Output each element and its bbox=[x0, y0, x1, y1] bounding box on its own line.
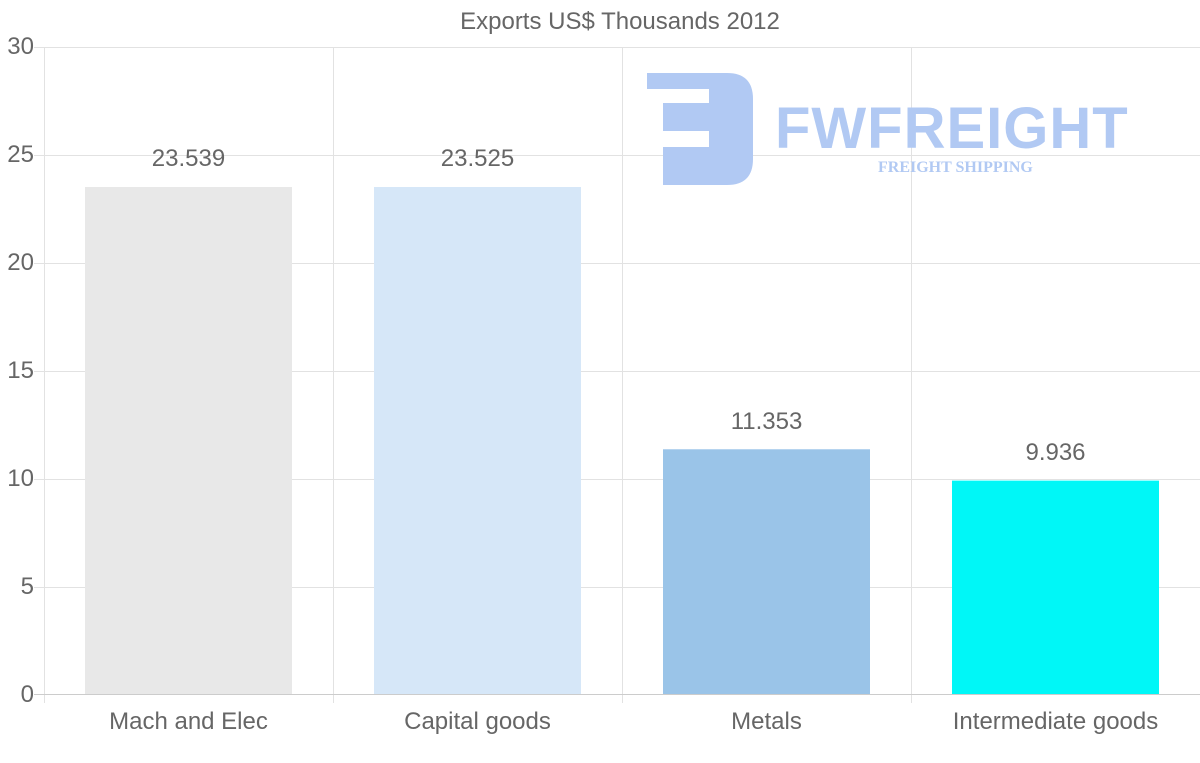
gridline-10 bbox=[34, 479, 1200, 480]
y-tick-label: 20 bbox=[7, 249, 34, 276]
bar-capital-goods[interactable] bbox=[374, 187, 581, 695]
watermark-brand: FWFREIGHT bbox=[775, 96, 1129, 161]
y-tick-label: 30 bbox=[7, 33, 34, 60]
x-tick-label: Capital goods bbox=[404, 708, 551, 735]
chart-title: Exports US$ Thousands 2012 bbox=[460, 8, 780, 35]
fwfreight-logo-icon bbox=[647, 73, 753, 185]
value-label: 23.539 bbox=[151, 145, 226, 172]
bar-metals[interactable] bbox=[663, 449, 870, 695]
gridline-30 bbox=[34, 47, 1200, 48]
value-label: 9.936 bbox=[1025, 439, 1086, 466]
y-tick-label: 25 bbox=[7, 141, 34, 168]
fwfreight-watermark: FWFREIGHT FREIGHT SHIPPING bbox=[647, 73, 1157, 188]
y-tick-label: 10 bbox=[7, 465, 34, 492]
y-tick-label: 5 bbox=[20, 573, 34, 600]
y-tick-label: 0 bbox=[20, 681, 34, 708]
gridline-5 bbox=[34, 587, 1200, 588]
watermark-tagline: FREIGHT SHIPPING bbox=[878, 159, 1033, 176]
plot-area: FWFREIGHT FREIGHT SHIPPING 23.539 23.525… bbox=[34, 47, 1200, 703]
gridline-15 bbox=[34, 371, 1200, 372]
category-divider bbox=[911, 47, 912, 703]
value-label: 11.353 bbox=[730, 408, 803, 435]
bar-intermediate-goods[interactable] bbox=[952, 480, 1159, 695]
y-tick-label: 15 bbox=[7, 357, 34, 384]
category-divider bbox=[622, 47, 623, 703]
bar-mach-and-elec[interactable] bbox=[85, 187, 292, 695]
value-label: 23.525 bbox=[440, 145, 515, 172]
category-divider bbox=[333, 47, 334, 703]
x-tick-label: Metals bbox=[731, 708, 802, 735]
y-axis-line bbox=[44, 47, 45, 703]
x-tick-label: Mach and Elec bbox=[109, 708, 268, 735]
gridline-25 bbox=[34, 155, 1200, 156]
gridline-20 bbox=[34, 263, 1200, 264]
x-tick-label: Intermediate goods bbox=[952, 708, 1159, 735]
x-axis-line bbox=[34, 694, 1200, 695]
